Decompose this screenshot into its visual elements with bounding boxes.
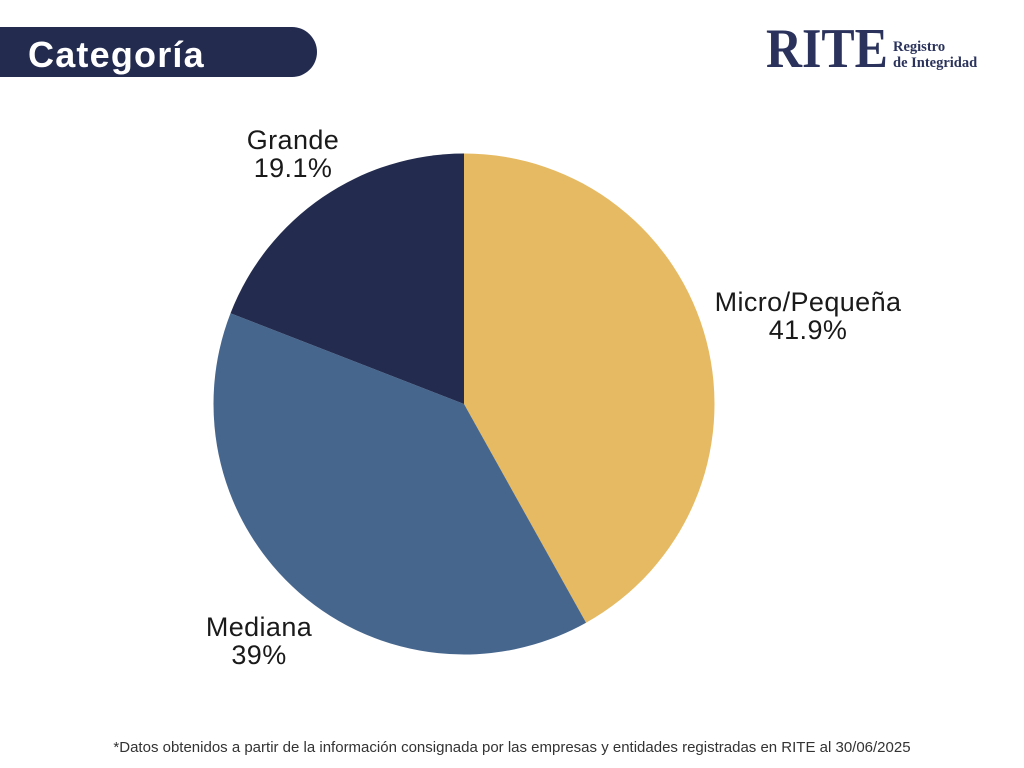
slice-label-grande: Grande 19.1% <box>247 126 339 182</box>
rite-logo-wordmark: RITE <box>766 18 888 80</box>
slice-label-mediana: Mediana 39% <box>206 613 312 669</box>
slice-label-mediana-name: Mediana <box>205 612 313 642</box>
slice-label-grande-value: 19.1% <box>253 153 333 183</box>
rite-logo-tagline: Registro de Integridad <box>893 39 977 71</box>
slice-label-grande-name: Grande <box>246 125 340 155</box>
slice-label-mediana-value: 39% <box>231 640 287 670</box>
footnote-text: *Datos obtenidos a partir de la informac… <box>113 739 911 756</box>
rite-logo-tagline-line1: Registro <box>893 39 946 55</box>
category-title-label: Categoría <box>28 33 205 75</box>
slice-label-micro-pequena-name: Micro/Pequeña <box>714 287 902 317</box>
slice-label-micro-pequena: Micro/Pequeña 41.9% <box>715 288 902 344</box>
pie-slice-0 <box>464 153 715 623</box>
rite-logo-tagline-line2: de Integridad <box>893 55 978 71</box>
category-title-badge: Categoría <box>0 27 317 77</box>
pie-slice-2 <box>230 153 464 404</box>
pie-slice-1 <box>213 313 587 655</box>
slice-label-micro-pequena-value: 41.9% <box>768 315 848 345</box>
